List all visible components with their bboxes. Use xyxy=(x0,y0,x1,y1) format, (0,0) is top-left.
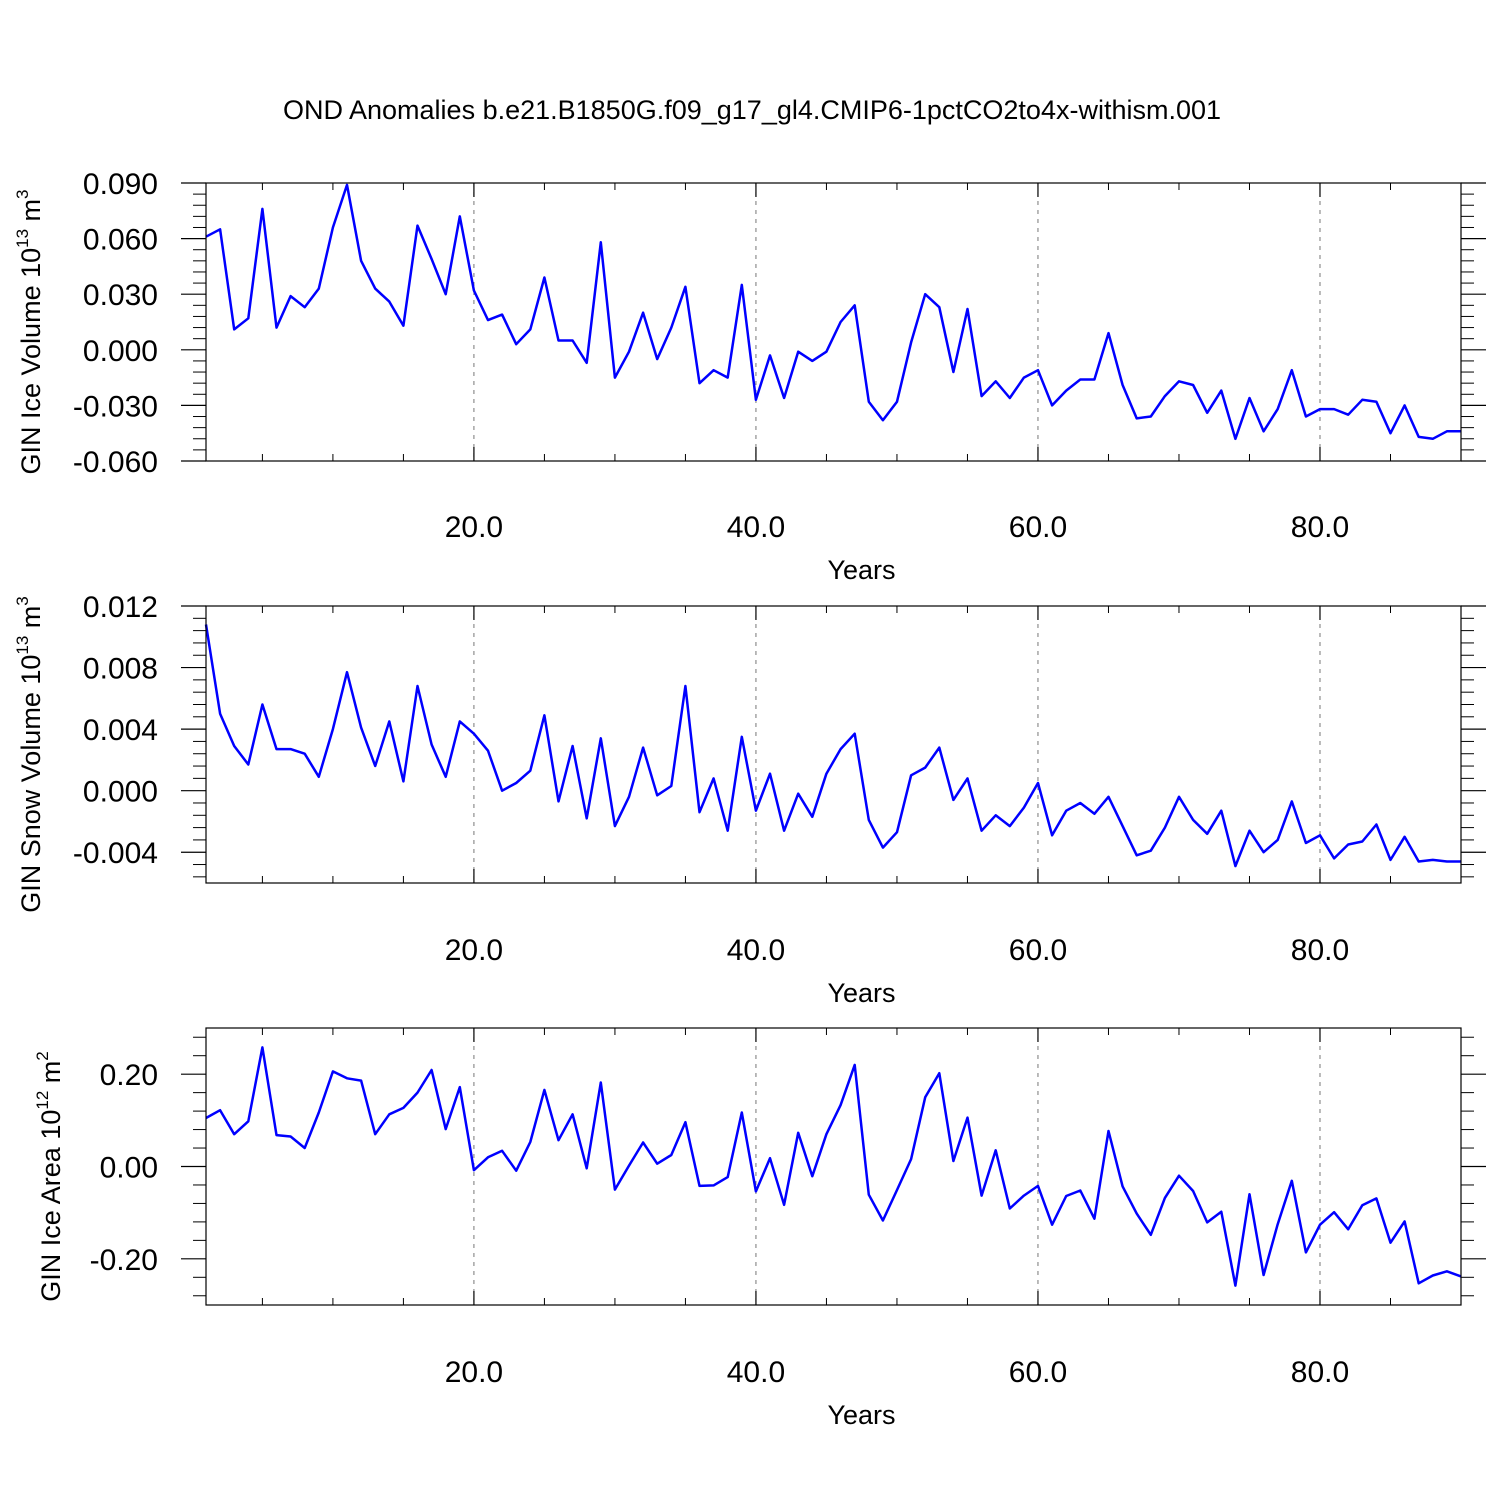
ice-area-y-tick-label: 0.00 xyxy=(100,1152,158,1185)
snow-volume-y-tick-label: 0.004 xyxy=(83,714,158,747)
snow-volume-plot-frame xyxy=(205,605,1462,884)
snow-volume-y-tick-label: -0.004 xyxy=(73,837,158,870)
snow-volume-series-line xyxy=(204,624,1461,868)
ice-volume-x-tick-label: 40.0 xyxy=(727,511,785,544)
snow-volume-x-tick-label: 80.0 xyxy=(1291,934,1349,967)
panel-ice-area: -0.20 0.00 0.20 20.0 40.0 60.0 80.0 GIN Ice A… xyxy=(33,1027,1486,1430)
snow-volume-x-tick-label: 60.0 xyxy=(1009,934,1067,967)
ice-volume-y-tick-label: -0.030 xyxy=(73,390,158,423)
ice-volume-plot-frame xyxy=(205,182,1462,462)
snow-volume-x-tick-label: 20.0 xyxy=(445,934,503,967)
ice-area-plot-frame xyxy=(205,1027,1462,1306)
snow-volume-y-tick-label: 0.000 xyxy=(83,776,158,809)
chart-title: OND Anomalies b.e21.B1850G.f09_g17_gl4.C… xyxy=(283,95,1221,125)
snow-volume-y-axis-label: GIN Snow Volume 1013 m3 xyxy=(13,596,46,913)
panel-ice-volume: -0.060 -0.030 0.000 0.030 0.060 0.090 20.0 40.… xyxy=(13,168,1486,585)
ice-area-x-tick-label: 80.0 xyxy=(1291,1356,1349,1389)
ice-volume-x-tick-label: 80.0 xyxy=(1291,511,1349,544)
ice-area-x-axis-label: Years xyxy=(827,1400,895,1430)
ice-area-y-tick-label: -0.20 xyxy=(90,1244,158,1277)
ice-volume-x-tick-label: 20.0 xyxy=(445,511,503,544)
ice-volume-x-tick-label: 60.0 xyxy=(1009,511,1067,544)
snow-volume-y-tick-label: 0.012 xyxy=(83,591,158,624)
ice-area-y-tick-label: 0.20 xyxy=(100,1059,158,1092)
ice-volume-y-tick-label: 0.000 xyxy=(83,335,158,368)
ice-volume-series-line xyxy=(205,183,1461,441)
ice-volume-y-tick-label: 0.030 xyxy=(83,279,158,312)
snow-volume-x-tick-label: 40.0 xyxy=(727,934,785,967)
ice-area-y-axis-label: GIN Ice Area 1012 m2 xyxy=(33,1051,66,1302)
ice-area-x-tick-label: 60.0 xyxy=(1009,1356,1067,1389)
ice-area-series-line xyxy=(205,1046,1462,1287)
ice-volume-y-tick-label: -0.060 xyxy=(73,446,158,479)
ice-volume-y-tick-label: 0.060 xyxy=(83,224,158,257)
ice-area-x-tick-label: 20.0 xyxy=(445,1356,503,1389)
ice-volume-y-tick-label: 0.090 xyxy=(83,168,158,201)
panel-snow-volume: -0.004 0.000 0.004 0.008 0.012 20.0 40.0 60.0 8… xyxy=(13,591,1486,1008)
snow-volume-x-axis-label: Years xyxy=(827,978,895,1008)
ice-area-x-tick-label: 40.0 xyxy=(727,1356,785,1389)
snow-volume-y-tick-label: 0.008 xyxy=(83,653,158,686)
ice-volume-y-axis-label: GIN Ice Volume 1013 m3 xyxy=(13,189,46,474)
ice-volume-x-axis-label: Years xyxy=(827,555,895,585)
